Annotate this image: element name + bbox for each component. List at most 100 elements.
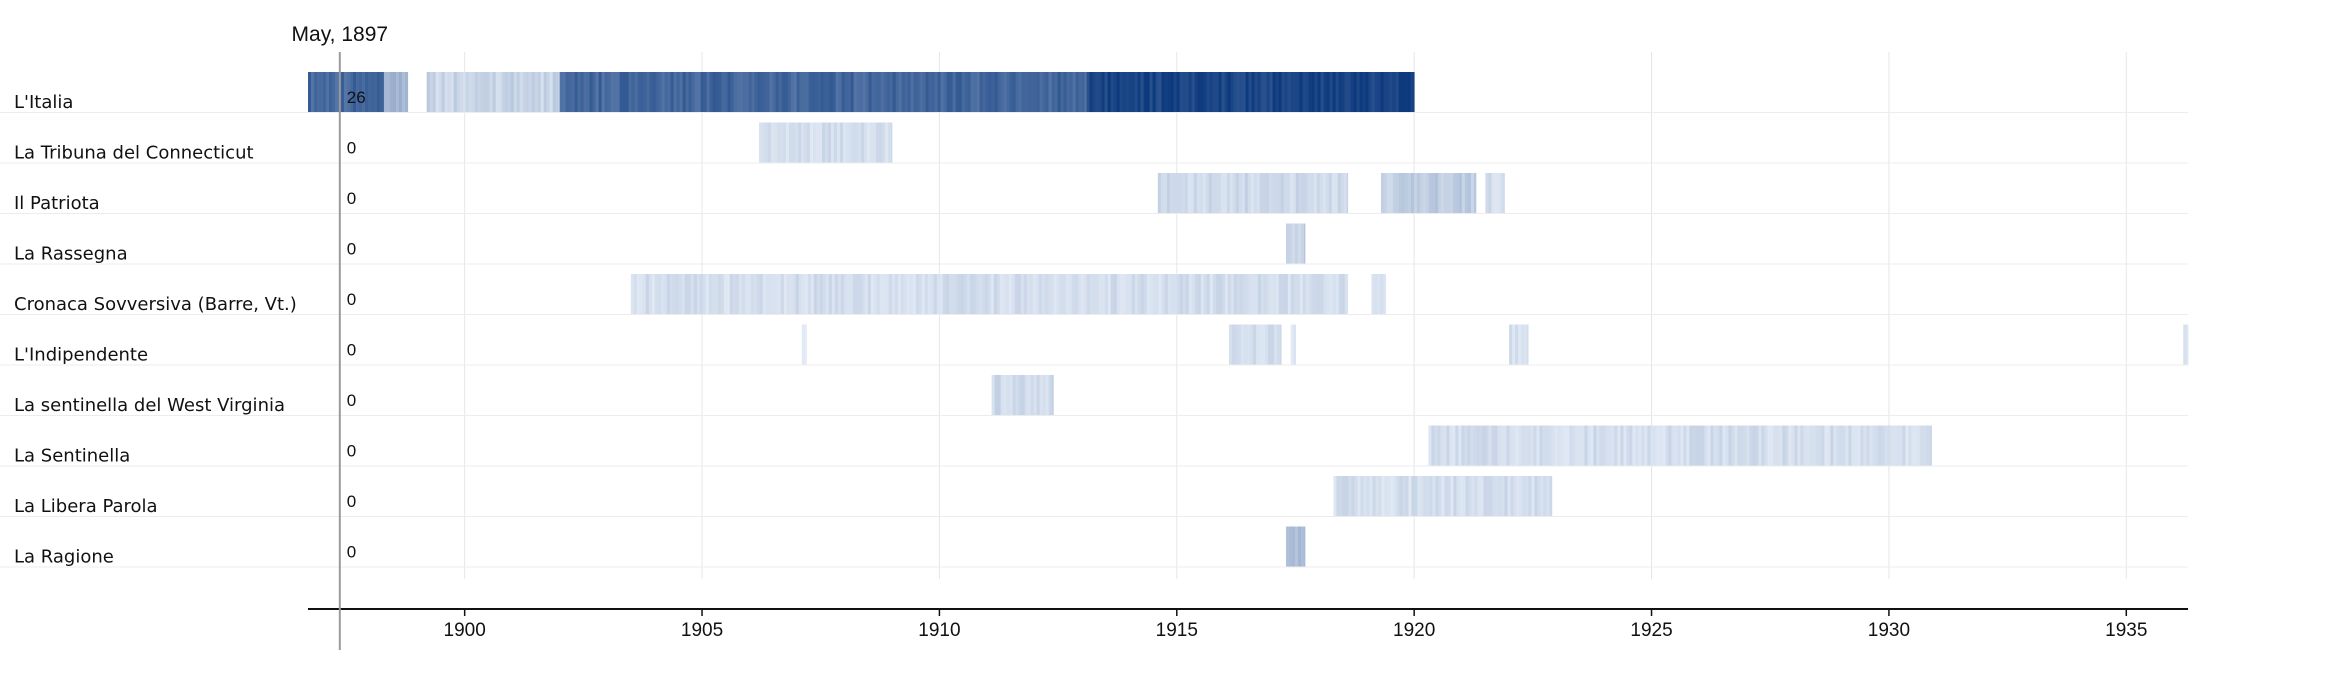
heat-strips[interactable] [308, 72, 2189, 567]
heat-segment[interactable] [1509, 324, 1529, 365]
heat-cell [1437, 425, 1441, 466]
x-tick-label: 1915 [1156, 620, 1198, 641]
heat-cell [762, 122, 766, 163]
heat-cell [335, 72, 339, 112]
cursor-value: 0 [347, 240, 356, 259]
heat-cell [1896, 425, 1900, 466]
heat-cell [1053, 274, 1058, 314]
heat-cell [1221, 72, 1225, 112]
heat-cell [1199, 173, 1204, 213]
heat-segment[interactable] [1285, 526, 1306, 567]
heat-segment[interactable] [1157, 173, 1349, 213]
heat-cell [474, 72, 479, 112]
heat-cell [1497, 173, 1501, 213]
heat-segment[interactable] [801, 324, 807, 365]
heat-cell [1527, 425, 1531, 466]
heat-cell [1689, 425, 1693, 466]
heat-cell [1857, 425, 1861, 466]
heat-cell [1187, 173, 1192, 213]
heat-segment[interactable] [426, 72, 561, 112]
heat-segment[interactable] [2183, 324, 2189, 365]
heat-cell [1310, 173, 1315, 213]
heat-cell [1626, 425, 1630, 466]
heat-cell [852, 274, 857, 314]
heat-cell [1155, 72, 1159, 112]
heat-cell [1605, 425, 1609, 466]
heat-cell [1196, 173, 1201, 213]
heat-cell [936, 274, 941, 314]
heat-cell [1450, 476, 1454, 516]
heat-cell [1316, 173, 1321, 213]
heat-cell [1905, 425, 1909, 466]
heat-segment[interactable] [559, 72, 1087, 112]
heat-cell [1764, 425, 1768, 466]
heat-cell [1632, 425, 1636, 466]
heat-cell [987, 274, 992, 314]
heat-segment[interactable] [1229, 324, 1282, 365]
heat-cell [1131, 72, 1135, 112]
time-cursor[interactable]: 26 0 0 0 0 0 0 0 0 0 May, 1897 [292, 23, 389, 650]
heat-segment[interactable] [1371, 274, 1387, 314]
heat-cell [1227, 72, 1231, 112]
heat-segment[interactable] [1428, 425, 1933, 466]
heat-cell [625, 72, 630, 112]
heat-cell [837, 274, 842, 314]
heat-cell [856, 72, 861, 112]
heat-cell [823, 72, 828, 112]
heat-cell [1263, 72, 1267, 112]
heat-cell [1161, 72, 1165, 112]
heat-cell [1319, 173, 1324, 213]
heat-cell [1812, 425, 1816, 466]
heat-cell [822, 122, 826, 163]
heat-cell [1722, 425, 1726, 466]
heat-cell [1059, 274, 1064, 314]
heat-cell [1193, 173, 1198, 213]
heat-cell [1291, 223, 1296, 264]
heat-cell [846, 122, 850, 163]
heat-cell [1611, 425, 1615, 466]
heat-cell [1431, 173, 1436, 213]
heat-segment[interactable] [1485, 173, 1505, 213]
heat-cell [795, 274, 800, 314]
heat-cell [1335, 274, 1340, 314]
heat-cell [1218, 274, 1223, 314]
heat-cell [453, 72, 458, 112]
heat-cell [1078, 72, 1083, 112]
heat-cell [762, 274, 767, 314]
heat-cell [1491, 173, 1495, 213]
heat-segment[interactable] [1086, 72, 1415, 112]
heat-cell [1899, 425, 1903, 466]
heat-segment[interactable] [991, 375, 1054, 415]
heat-cell [892, 72, 897, 112]
heat-cell [1236, 72, 1240, 112]
heat-cell [855, 122, 859, 163]
heat-segment[interactable] [1380, 173, 1477, 213]
row-label: La sentinella del West Virginia [14, 395, 285, 416]
heat-cell [1452, 173, 1457, 213]
heat-cell [1302, 72, 1306, 112]
heat-cell [1206, 72, 1210, 112]
heat-cell [979, 72, 984, 112]
heat-cell [1473, 173, 1477, 213]
heat-cell [900, 274, 905, 314]
heat-cell [813, 274, 818, 314]
heat-cell [1830, 425, 1834, 466]
heat-segment[interactable] [1333, 476, 1553, 516]
heat-cell [1440, 425, 1444, 466]
heat-cell [805, 72, 810, 112]
heat-cell [795, 122, 799, 163]
heat-segment[interactable] [383, 72, 409, 112]
heat-segment[interactable] [759, 122, 893, 163]
heat-cell [1317, 72, 1321, 112]
heat-cell [1468, 476, 1472, 516]
heat-cell [1887, 425, 1891, 466]
heat-segment[interactable] [1290, 324, 1296, 365]
heat-segment[interactable] [630, 274, 1349, 314]
heat-cell [957, 274, 962, 314]
heat-cell [1113, 274, 1118, 314]
heat-cell [679, 72, 684, 112]
heat-cell [1926, 425, 1930, 466]
heat-cell [1253, 173, 1258, 213]
heat-segment[interactable] [1285, 223, 1306, 264]
heat-cell [1116, 274, 1121, 314]
